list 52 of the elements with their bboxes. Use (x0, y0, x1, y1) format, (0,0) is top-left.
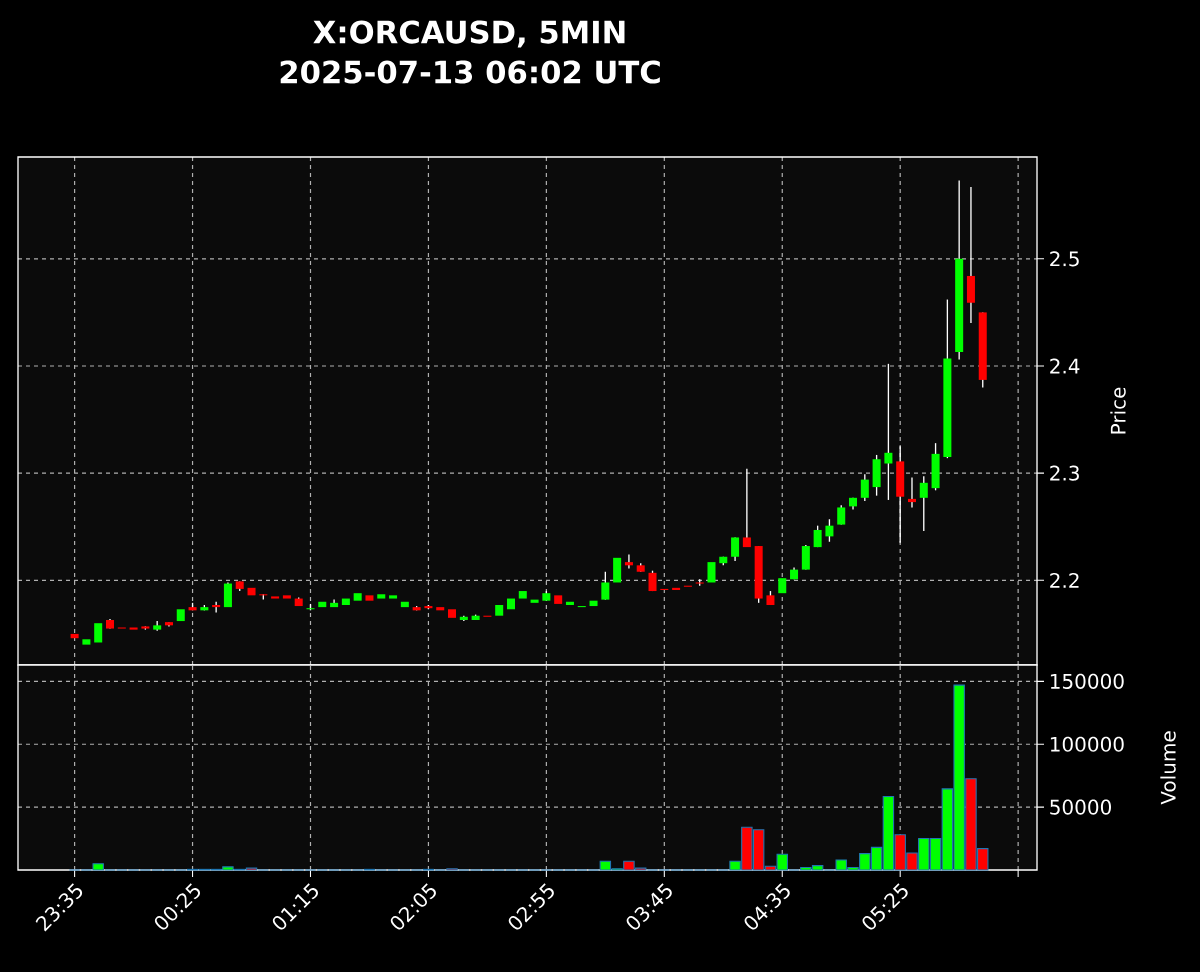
chart-title: X:ORCAUSD, 5MIN (313, 20, 625, 48)
candlestick (837, 504, 846, 526)
candlestick (589, 600, 598, 607)
y-tick-label: 100000 (1050, 736, 1124, 752)
candlestick (707, 562, 716, 583)
candlestick (860, 473, 869, 502)
candlestick (271, 596, 280, 599)
candlestick (919, 475, 928, 532)
y-tick-label: 2.4 (1050, 358, 1080, 374)
candlestick (554, 595, 563, 604)
candlestick (613, 557, 622, 583)
candlestick (495, 604, 504, 616)
y-tick-label: 2.2 (1050, 572, 1079, 588)
candlestick (518, 591, 527, 599)
candlestick (884, 363, 893, 501)
candlestick (400, 601, 409, 608)
candlestick (70, 633, 79, 639)
candlestick (436, 607, 445, 611)
candlestick (601, 571, 610, 601)
candlestick (341, 598, 350, 605)
candlestick (282, 595, 291, 599)
candlestick (565, 601, 574, 605)
candlestick (129, 627, 138, 630)
y-tick-label: 2.5 (1050, 251, 1079, 267)
candlestick (353, 593, 362, 601)
candlestick (742, 468, 751, 548)
y-tick-label: 2.3 (1050, 465, 1079, 481)
candlestick (624, 553, 633, 570)
candlestick (389, 595, 398, 599)
y-axis-title: Volume (1160, 731, 1176, 805)
y-tick-label: 50000 (1050, 799, 1111, 815)
candlestick (672, 587, 681, 590)
candlestick (778, 578, 787, 594)
candlestick (223, 581, 232, 608)
candlestick (318, 601, 327, 608)
candlestick (825, 518, 834, 543)
candlestick (506, 598, 515, 610)
candlestick (530, 599, 539, 603)
candlestick (731, 536, 740, 562)
candlestick (801, 544, 810, 571)
candlestick (377, 594, 386, 599)
candlestick (448, 609, 457, 618)
candlestick (212, 601, 221, 614)
candlestick (247, 587, 256, 596)
y-axis-title: Price (1110, 387, 1126, 434)
candlestick (82, 639, 91, 645)
y-tick-label: 150000 (1050, 673, 1124, 689)
candlestick (176, 609, 185, 622)
candlestick (94, 623, 103, 643)
candlestick (907, 476, 916, 509)
chart-subtitle: 2025-07-13 06:02 UTC (280, 60, 660, 84)
candlestick (365, 595, 374, 601)
